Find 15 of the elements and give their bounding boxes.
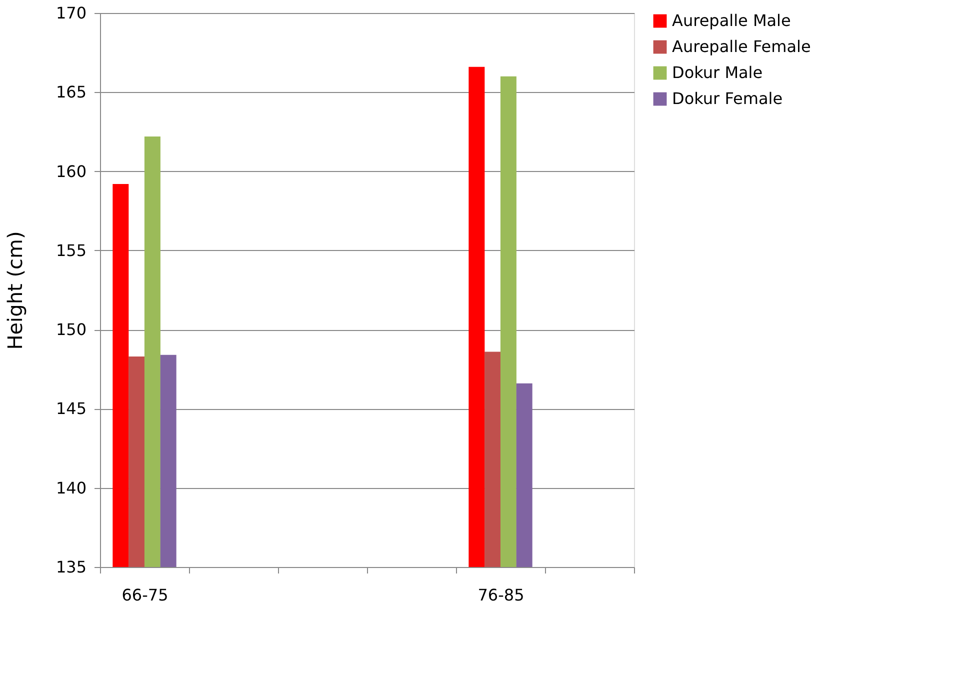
legend-label: Dokur Male [672, 63, 763, 82]
y-tick-label: 155 [56, 240, 86, 260]
legend-label: Aurepalle Male [672, 11, 791, 30]
y-tick-label: 170 [56, 4, 86, 22]
legend-label: Aurepalle Female [672, 37, 811, 56]
y-tick-label: 140 [56, 478, 86, 498]
x-tick-label: 66-75 [122, 586, 168, 604]
x-tick-label: 76-85 [478, 586, 524, 604]
y-tick-label: 135 [56, 558, 86, 576]
y-axis-title: Height (cm) [2, 231, 27, 350]
y-tick-label: 160 [56, 162, 86, 181]
y-tick-label: 165 [56, 82, 86, 102]
y-tick-label: 145 [56, 399, 86, 418]
legend-label: Dokur Female [672, 89, 783, 108]
y-tick-label: 150 [56, 320, 86, 340]
